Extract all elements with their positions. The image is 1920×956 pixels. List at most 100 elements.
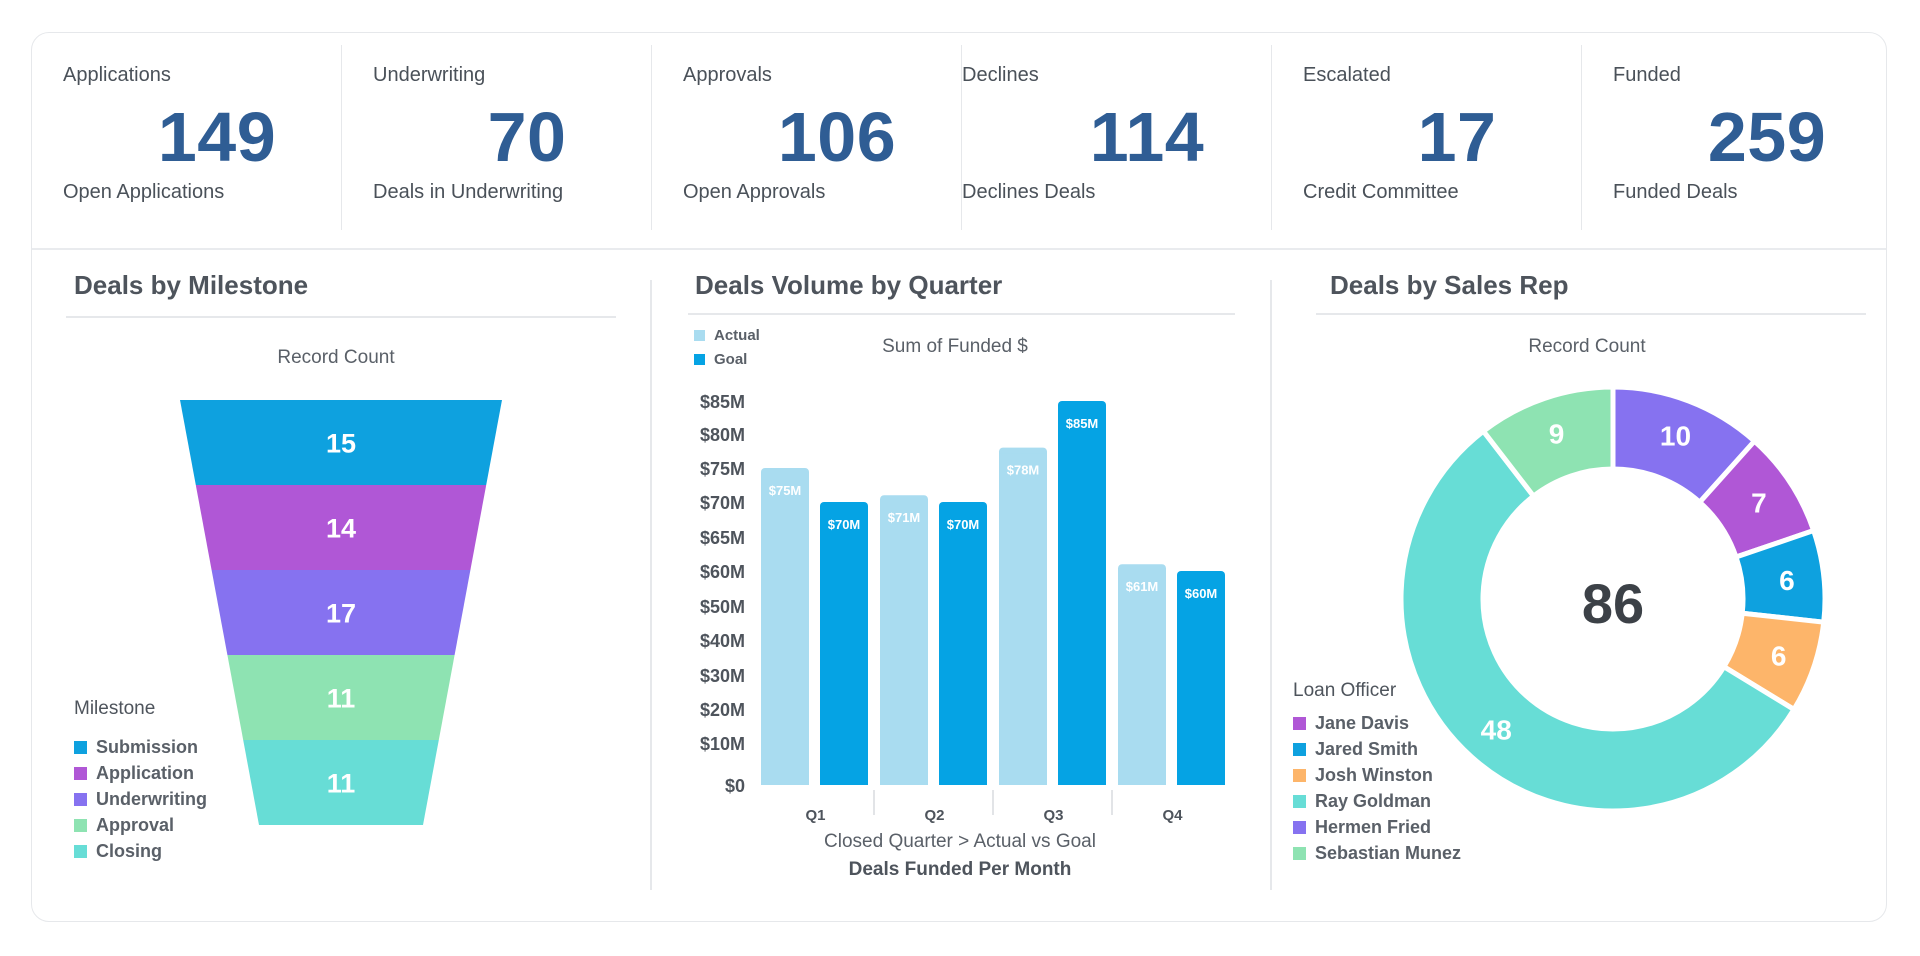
kpi-divider <box>960 45 962 230</box>
legend-swatch <box>694 353 705 365</box>
kpi-label: Applications <box>63 64 171 86</box>
funnel-value-label: 11 <box>327 769 356 799</box>
kpi-value: 17 <box>1417 98 1497 176</box>
bar-body <box>939 508 987 785</box>
legend-swatch <box>1293 716 1306 730</box>
legend-swatch <box>1293 820 1306 834</box>
donut-value-label: 48 <box>1481 714 1512 745</box>
legend-item[interactable]: Approval <box>74 812 207 838</box>
y-tick-label: $85M <box>700 392 745 412</box>
donut-slice[interactable] <box>1398 427 1798 814</box>
funnel-value-label: 15 <box>326 429 356 459</box>
bar-data-label: $85M <box>1066 416 1099 431</box>
legend-item[interactable]: Josh Winston <box>1293 762 1461 788</box>
legend-item[interactable]: Submission <box>74 734 207 760</box>
kpi-label: Escalated <box>1303 64 1391 86</box>
milestone-title: Deals by Milestone <box>74 270 309 300</box>
legend-item[interactable]: Jared Smith <box>1293 736 1461 762</box>
volume-title: Deals Volume by Quarter <box>695 270 1003 300</box>
legend-label: Closing <box>96 840 162 861</box>
legend-label: Underwriting <box>96 788 207 809</box>
y-tick-label: $30M <box>700 666 745 686</box>
bar-body <box>1058 407 1106 785</box>
kpi-subtitle: Credit Committee <box>1303 181 1459 203</box>
legend-label: Submission <box>96 736 199 757</box>
bar-body <box>1118 570 1166 785</box>
milestone-legend: Submission Application Underwriting Approva… <box>74 734 207 864</box>
legend-label: Josh Winston <box>1315 764 1433 785</box>
x-tick-label: Q1 <box>805 807 825 824</box>
y-tick-label: $70M <box>700 493 745 513</box>
funnel-value-label: 14 <box>326 514 356 544</box>
funnel-value-label: 17 <box>326 599 356 629</box>
y-tick-label: $0 <box>725 776 745 796</box>
donut-total: 86 <box>1582 572 1644 635</box>
funnel-value-label: 11 <box>327 684 356 714</box>
legend-swatch <box>694 329 705 341</box>
kpi-subtitle: Funded Deals <box>1613 181 1738 203</box>
kpi-underwriting[interactable]: Underwriting 70 Deals in Underwriting <box>342 33 652 248</box>
legend-item[interactable]: Actual <box>694 323 760 347</box>
salesrep-title: Deals by Sales Rep <box>1330 270 1569 300</box>
salesrep-legend: Jane Davis Jared Smith Josh Winston Ray Gol… <box>1293 710 1461 866</box>
kpi-funded[interactable]: Funded 259 Funded Deals <box>1582 33 1886 248</box>
kpi-declines[interactable]: Declines 114 Declines Deals <box>962 33 1272 248</box>
legend-label: Ray Goldman <box>1315 790 1432 811</box>
funnel-segment-application[interactable] <box>195 485 487 570</box>
legend-item[interactable]: Closing <box>74 838 207 864</box>
legend-item[interactable]: Hermen Fried <box>1293 814 1461 840</box>
legend-item[interactable]: Ray Goldman <box>1293 788 1461 814</box>
donut-value-label: 10 <box>1660 421 1691 452</box>
kpi-approvals[interactable]: Approvals 106 Open Approvals <box>652 33 962 248</box>
kpi-label: Funded <box>1613 64 1681 86</box>
legend-swatch <box>74 792 87 806</box>
legend-label: Actual <box>714 326 760 344</box>
bar-data-label: $70M <box>828 517 861 532</box>
bar-body <box>880 501 928 785</box>
x-tick-label: Q3 <box>1043 807 1063 824</box>
milestone-subtitle: Record Count <box>277 347 395 368</box>
x-tick-label: Q4 <box>1162 807 1183 824</box>
kpi-value: 70 <box>487 98 567 176</box>
donut-value-label: 7 <box>1751 487 1767 518</box>
legend-item[interactable]: Sebastian Munez <box>1293 840 1461 866</box>
volume-legend: Actual Goal <box>694 323 760 371</box>
y-tick-label: $65M <box>700 528 745 548</box>
kpi-divider <box>1270 45 1272 230</box>
kpi-label: Approvals <box>683 64 772 86</box>
y-tick-label: $60M <box>700 562 745 582</box>
bar-data-label: $60M <box>1185 586 1218 601</box>
y-tick-label: $20M <box>700 700 745 720</box>
bar-data-label: $61M <box>1126 579 1159 594</box>
kpi-subtitle: Open Applications <box>63 181 225 203</box>
legend-label: Sebastian Munez <box>1315 842 1462 863</box>
kpi-value: 149 <box>157 98 277 176</box>
legend-item[interactable]: Goal <box>694 347 760 371</box>
legend-swatch <box>1293 742 1306 756</box>
kpi-divider <box>340 45 342 230</box>
legend-swatch <box>1293 794 1306 808</box>
funnel-segment-submission[interactable] <box>180 400 502 485</box>
salesrep-subtitle: Record Count <box>1528 336 1646 357</box>
kpi-subtitle: Open Approvals <box>683 181 826 203</box>
donut-value-label: 6 <box>1779 565 1795 596</box>
y-tick-label: $80M <box>700 425 745 445</box>
legend-item[interactable]: Application <box>74 760 207 786</box>
legend-swatch <box>74 740 87 754</box>
donut-slice[interactable] <box>1479 384 1616 500</box>
kpi-applications[interactable]: Applications 149 Open Applications <box>32 33 342 248</box>
funnel-segment-approval[interactable] <box>227 655 455 740</box>
kpi-escalated[interactable]: Escalated 17 Credit Committee <box>1272 33 1582 248</box>
funnel-segment-closing[interactable] <box>243 740 439 825</box>
kpi-divider <box>1580 45 1582 230</box>
funnel-segment-underwriting[interactable] <box>211 570 471 655</box>
volume-title-rule <box>688 313 1235 315</box>
panel-divider-1 <box>650 280 652 890</box>
kpi-value: 259 <box>1707 98 1827 176</box>
legend-item[interactable]: Jane Davis <box>1293 710 1461 736</box>
donut-value-label: 6 <box>1771 641 1787 672</box>
bar-data-label: $78M <box>1007 463 1040 478</box>
legend-swatch <box>1293 846 1306 860</box>
legend-item[interactable]: Underwriting <box>74 786 207 812</box>
